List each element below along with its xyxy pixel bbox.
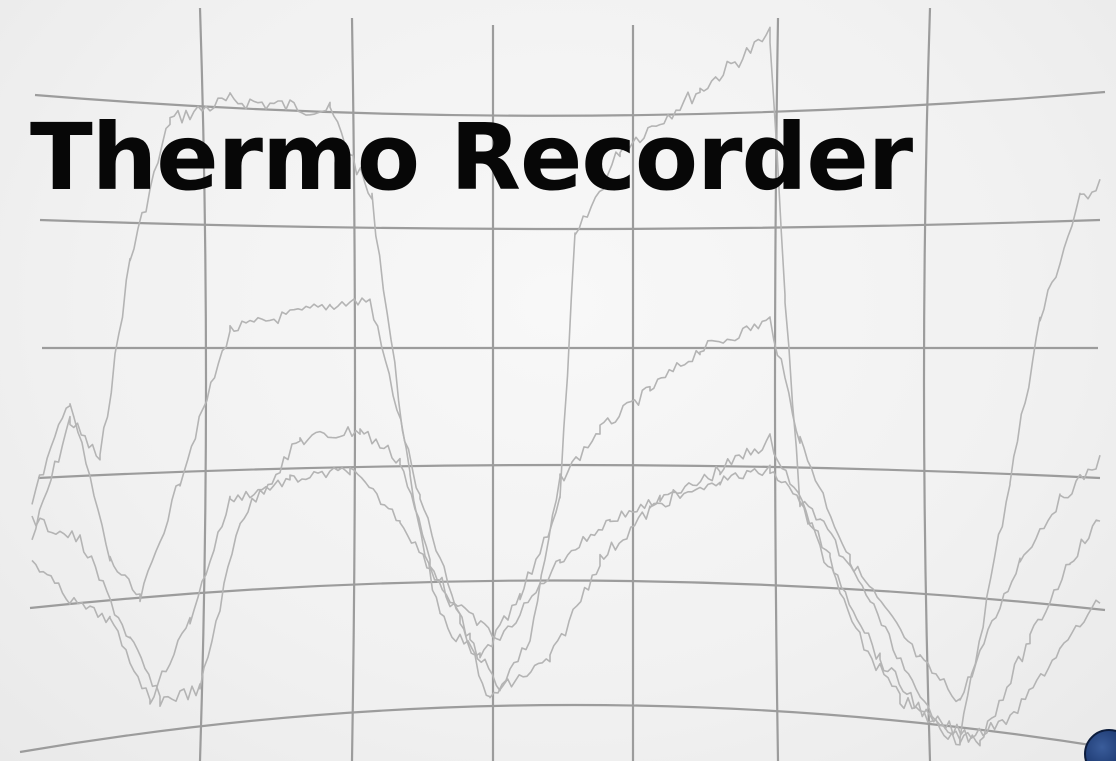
chart-grid [19, 7, 1111, 761]
trace-line-1 [31, 26, 1101, 746]
trace-line-2 [31, 297, 1101, 703]
grid-line-v-6 [922, 7, 932, 761]
grid-line-v-5 [773, 17, 780, 761]
trace-line-4 [31, 464, 1101, 744]
grid-line-h-2 [39, 218, 1101, 231]
grid-line-h-1 [34, 90, 1106, 117]
grid-line-v-2 [350, 17, 357, 761]
grid-line-h-5 [29, 579, 1106, 612]
grid-line-v-1 [198, 7, 208, 761]
recording-traces [31, 26, 1101, 747]
grid-line-h-4 [37, 463, 1101, 480]
trace-line-3 [31, 426, 1101, 747]
page-title: Thermo Recorder [30, 104, 913, 211]
grid-line-h-6 [19, 703, 1111, 754]
